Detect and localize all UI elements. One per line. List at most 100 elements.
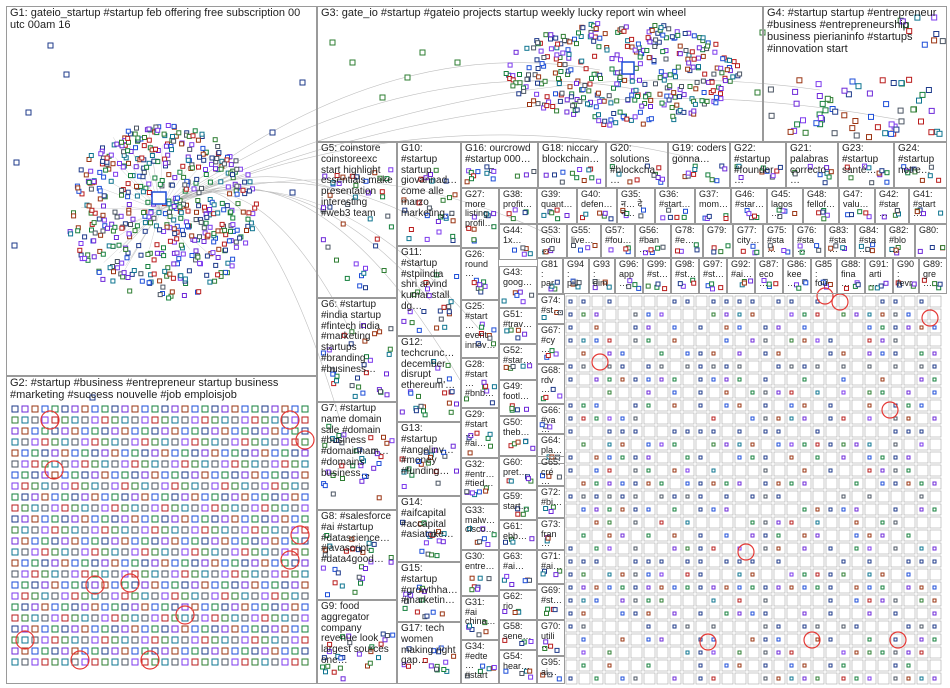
vertex (111, 269, 116, 275)
vertex (97, 248, 103, 254)
vertex (161, 493, 169, 501)
vertex (880, 325, 885, 330)
vertex (659, 559, 664, 564)
vertex (724, 585, 729, 590)
vertex (586, 88, 592, 94)
vertex (228, 162, 234, 168)
vertex (78, 241, 84, 246)
vertex (211, 405, 219, 413)
vertex (186, 268, 192, 274)
vertex (731, 59, 737, 65)
vertex (906, 390, 911, 395)
group-label-g2: G2: #startup #business #entrepreneur sta… (10, 377, 279, 401)
group-box-g60: G60: pret… (499, 456, 537, 490)
vertex (171, 405, 179, 413)
vertex (201, 239, 207, 244)
group-box-g61: G61: ebb… (499, 520, 537, 550)
vertex (776, 650, 781, 655)
vertex (906, 663, 911, 668)
vertex (611, 85, 616, 91)
vertex (301, 449, 309, 457)
vertex (583, 66, 589, 72)
vertex (101, 460, 109, 468)
vertex (97, 169, 103, 175)
vertex (802, 312, 807, 317)
vertex (815, 429, 820, 434)
mini-group (565, 516, 578, 529)
vertex (221, 482, 229, 490)
vertex (100, 212, 106, 218)
vertex (754, 89, 761, 96)
vertex (594, 546, 599, 551)
vertex (111, 504, 119, 512)
vertex (737, 598, 742, 603)
vertex (554, 108, 560, 114)
vertex (246, 188, 252, 194)
vertex (261, 416, 269, 424)
vertex (646, 403, 651, 408)
vertex (221, 449, 229, 457)
vertex (155, 127, 161, 133)
vertex (614, 98, 620, 104)
vertex (134, 183, 139, 189)
group-label-g3: G3: gate_io #startup #gateio projects st… (321, 7, 687, 19)
vertex (789, 650, 794, 655)
mini-group (825, 646, 838, 659)
vertex (867, 637, 872, 642)
vertex (932, 598, 937, 603)
vertex (211, 493, 219, 501)
vertex (510, 83, 516, 89)
mini-group (747, 464, 760, 477)
vertex (119, 187, 125, 193)
vertex (594, 455, 599, 460)
vertex (932, 351, 937, 356)
group-box-g74: G74: #st… (537, 294, 565, 324)
mini-group (851, 321, 864, 334)
edge (164, 187, 461, 381)
group-box-g94: G94: pill… (563, 258, 589, 294)
mini-group (890, 555, 903, 568)
vertex (672, 676, 677, 681)
vertex (89, 227, 94, 233)
vertex (789, 338, 794, 343)
vertex (201, 438, 209, 446)
group-box-g78: G78: #e… (671, 224, 703, 258)
vertex (595, 21, 601, 27)
vertex (633, 87, 639, 93)
mini-group (747, 659, 760, 672)
vertex (91, 427, 99, 435)
vertex (71, 482, 79, 490)
mini-group (864, 295, 877, 308)
vertex (663, 35, 669, 41)
vertex (607, 455, 612, 460)
vertex (643, 94, 649, 100)
vertex (776, 442, 781, 447)
group-box-g54: G54: hear… (499, 650, 537, 684)
vertex (271, 460, 279, 468)
mini-group (578, 373, 591, 386)
mini-group (591, 386, 604, 399)
vertex (689, 49, 695, 55)
vertex (51, 482, 59, 490)
vertex (568, 416, 573, 421)
mini-group (877, 360, 890, 373)
vertex (91, 220, 97, 226)
vertex (854, 650, 859, 655)
vertex (109, 221, 115, 227)
group-label-g44: G44: 1x… (503, 225, 523, 245)
edge (159, 165, 238, 211)
vertex (737, 312, 742, 317)
vertex (828, 416, 833, 421)
mini-group (916, 516, 929, 529)
vertex (672, 390, 677, 395)
mini-group (890, 620, 903, 633)
vertex (169, 182, 175, 188)
vertex (932, 325, 937, 330)
mini-group (929, 529, 942, 542)
vertex (659, 377, 664, 382)
vertex (867, 364, 872, 369)
vertex (633, 338, 638, 343)
group-box-g20: G20: solutions #blockcha… (606, 142, 668, 188)
vertex (291, 471, 299, 479)
group-label-g79: G79: (707, 225, 727, 235)
